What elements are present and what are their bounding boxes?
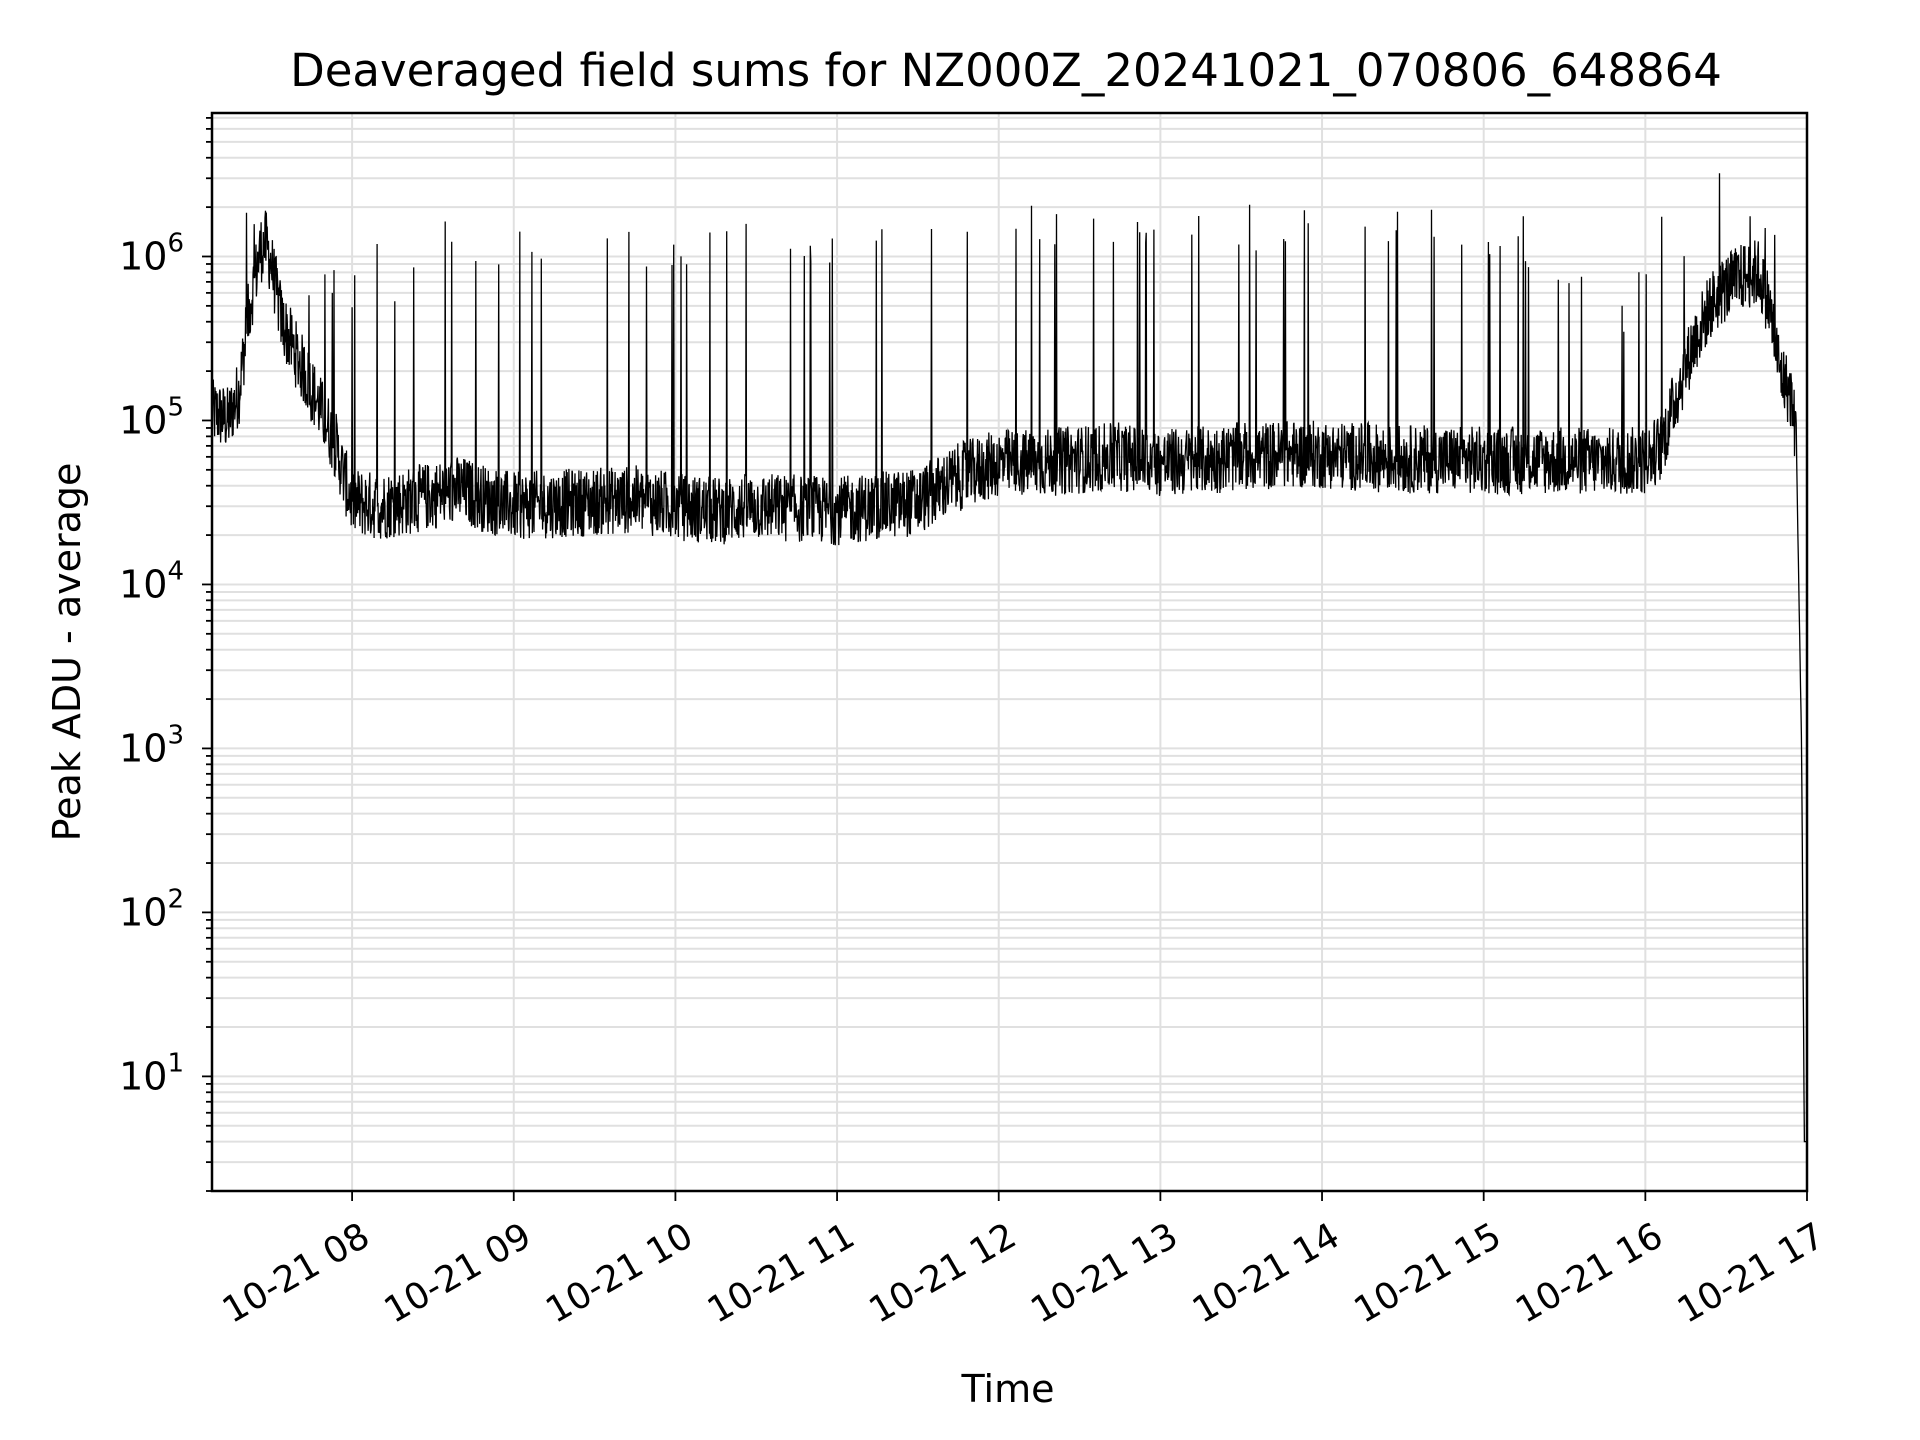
x-tick-label: 10-21 16 — [1509, 1215, 1670, 1331]
y-tick-label: 101 — [119, 1048, 184, 1098]
x-tick-label: 10-21 09 — [378, 1215, 539, 1331]
series-line — [211, 173, 1807, 1143]
y-axis: 101 102 103 104 105 106 — [119, 117, 212, 1192]
x-tick-label: 10-21 11 — [701, 1215, 862, 1331]
grid — [212, 113, 1808, 1192]
x-tick-label: 10-21 08 — [216, 1215, 377, 1331]
x-tick-label: 10-21 15 — [1348, 1215, 1509, 1331]
y-tick-label: 104 — [119, 556, 184, 606]
y-axis-label: Peak ADU - average — [45, 463, 89, 842]
x-tick-label: 10-21 12 — [863, 1215, 1024, 1331]
x-tick-label: 10-21 10 — [539, 1215, 700, 1331]
axes-frame — [210, 111, 1809, 1193]
x-tick-label: 10-21 17 — [1671, 1215, 1832, 1331]
x-axis-label: Time — [961, 1367, 1055, 1411]
x-tick-label: 10-21 13 — [1024, 1215, 1185, 1331]
y-tick-label: 106 — [119, 228, 184, 278]
y-tick-label: 105 — [119, 392, 184, 442]
y-tick-label: 102 — [119, 884, 184, 934]
x-axis: 10-21 08 10-21 09 10-21 10 10-21 11 10-21 12… — [216, 1191, 1832, 1332]
x-tick-label: 10-21 14 — [1186, 1215, 1347, 1331]
y-tick-label: 103 — [119, 720, 184, 770]
plot-area — [211, 173, 1807, 1143]
chart-title: Deaveraged field sums for NZ000Z_2024102… — [290, 44, 1722, 97]
